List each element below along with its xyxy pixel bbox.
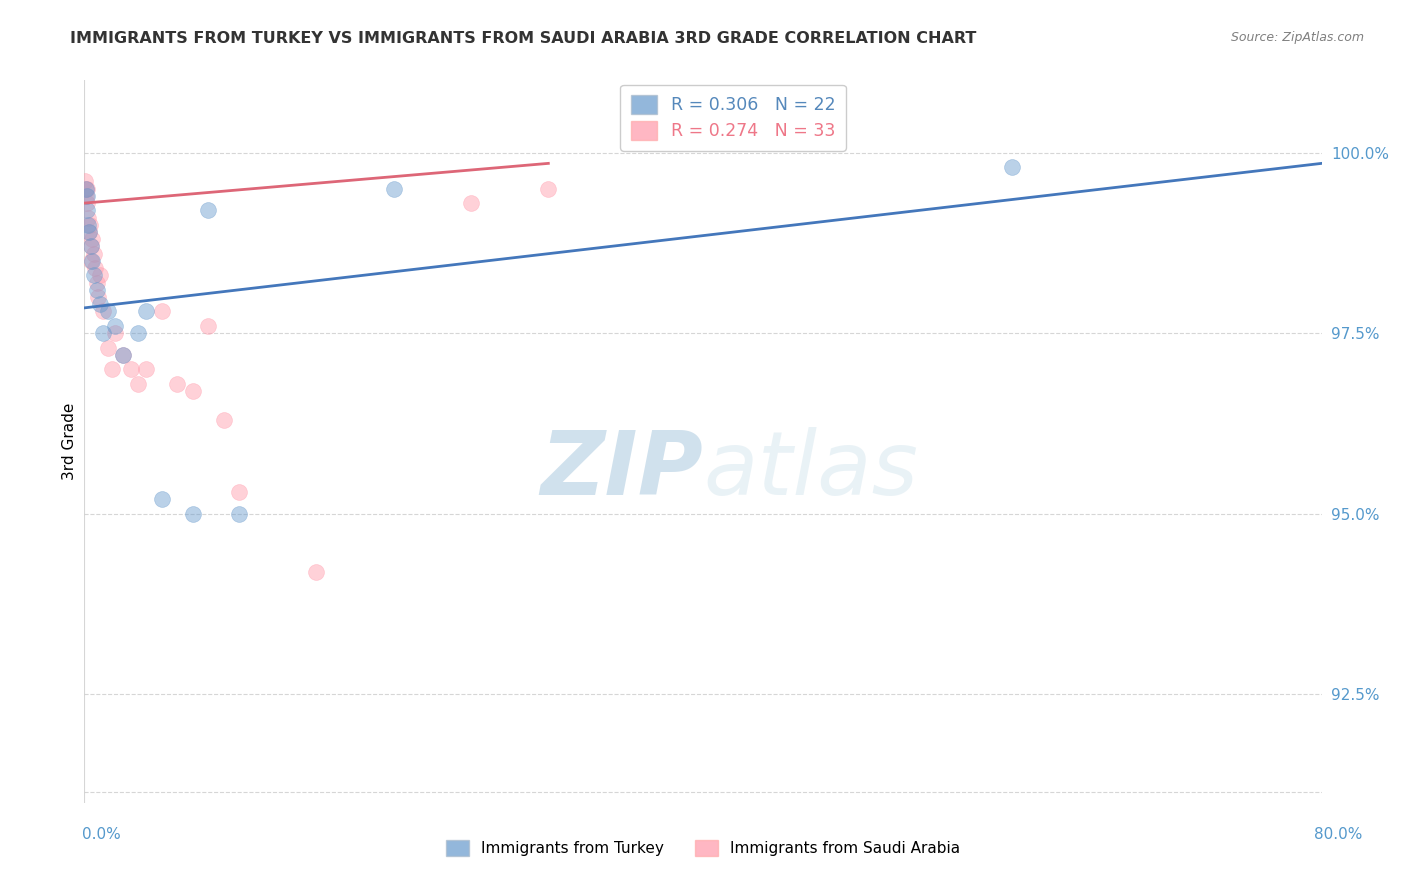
- Point: [166, 376, 188, 391]
- Point: [76, 182, 98, 196]
- Point: [112, 348, 135, 362]
- Point: [135, 304, 157, 318]
- Point: [84, 261, 107, 276]
- Text: 80.0%: 80.0%: [1315, 827, 1362, 841]
- Point: [89, 268, 111, 283]
- Point: [127, 326, 149, 341]
- Point: [197, 318, 219, 333]
- Point: [104, 318, 127, 333]
- Point: [80, 253, 103, 268]
- Point: [86, 276, 108, 290]
- Point: [181, 384, 204, 398]
- Point: [150, 492, 173, 507]
- Point: [460, 196, 482, 211]
- Point: [76, 189, 98, 203]
- Point: [87, 290, 110, 304]
- Point: [120, 362, 142, 376]
- Point: [382, 182, 405, 196]
- Point: [112, 348, 135, 362]
- Point: [82, 232, 104, 246]
- Point: [89, 297, 111, 311]
- Point: [75, 189, 97, 203]
- Point: [75, 182, 97, 196]
- Point: [79, 239, 101, 253]
- Text: IMMIGRANTS FROM TURKEY VS IMMIGRANTS FROM SAUDI ARABIA 3RD GRADE CORRELATION CHA: IMMIGRANTS FROM TURKEY VS IMMIGRANTS FRO…: [70, 31, 977, 46]
- Point: [135, 362, 157, 376]
- Point: [212, 413, 235, 427]
- Point: [86, 283, 108, 297]
- Point: [83, 246, 105, 260]
- Text: 0.0%: 0.0%: [82, 827, 121, 841]
- Point: [228, 507, 250, 521]
- Point: [96, 341, 118, 355]
- Point: [197, 203, 219, 218]
- Point: [127, 376, 149, 391]
- Point: [537, 182, 560, 196]
- Point: [228, 485, 250, 500]
- Point: [76, 203, 98, 218]
- Legend: R = 0.306   N = 22, R = 0.274   N = 33: R = 0.306 N = 22, R = 0.274 N = 33: [620, 85, 845, 151]
- Point: [76, 196, 98, 211]
- Point: [181, 507, 204, 521]
- Text: atlas: atlas: [703, 427, 918, 514]
- Y-axis label: 3rd Grade: 3rd Grade: [62, 403, 77, 480]
- Point: [1001, 160, 1024, 174]
- Point: [82, 253, 104, 268]
- Point: [77, 225, 100, 239]
- Point: [75, 182, 97, 196]
- Point: [101, 362, 124, 376]
- Point: [77, 218, 100, 232]
- Point: [305, 565, 328, 579]
- Point: [83, 268, 105, 283]
- Point: [91, 326, 114, 341]
- Point: [91, 304, 114, 318]
- Legend: Immigrants from Turkey, Immigrants from Saudi Arabia: Immigrants from Turkey, Immigrants from …: [440, 834, 966, 862]
- Point: [79, 218, 101, 232]
- Point: [96, 304, 118, 318]
- Point: [104, 326, 127, 341]
- Point: [75, 174, 97, 188]
- Point: [79, 239, 101, 253]
- Point: [150, 304, 173, 318]
- Point: [77, 211, 100, 225]
- Text: ZIP: ZIP: [540, 427, 703, 514]
- Point: [77, 225, 100, 239]
- Text: Source: ZipAtlas.com: Source: ZipAtlas.com: [1230, 31, 1364, 45]
